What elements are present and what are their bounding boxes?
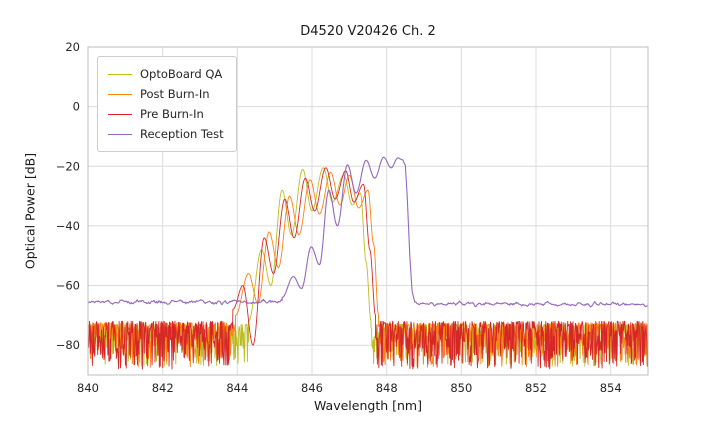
x-tick-label: 850	[450, 381, 472, 395]
x-tick-label: 844	[226, 381, 248, 395]
series-line-reception-test	[88, 156, 648, 308]
x-tick-label: 846	[301, 381, 323, 395]
legend-swatch	[108, 73, 132, 75]
legend-swatch	[108, 133, 132, 135]
legend: OptoBoard QA Post Burn-In Pre Burn-In Recep…	[97, 56, 237, 152]
x-tick-label: 842	[152, 381, 174, 395]
legend-item: Pre Burn-In	[108, 104, 224, 124]
legend-item: Post Burn-In	[108, 84, 224, 104]
legend-swatch	[108, 93, 132, 95]
y-tick-label: −60	[56, 279, 80, 293]
y-tick-label: 20	[65, 40, 80, 54]
y-axis-label: Optical Power [dB]	[22, 152, 38, 270]
y-tick-label: −20	[56, 159, 80, 173]
legend-label: Pre Burn-In	[140, 107, 204, 121]
series-line-pre-burn-in	[88, 167, 648, 370]
legend-item: OptoBoard QA	[108, 64, 224, 84]
plot-frame	[87, 46, 649, 376]
y-tick-label: −80	[56, 338, 80, 352]
x-tick-label: 848	[376, 381, 398, 395]
x-axis-label: Wavelength [nm]	[314, 398, 422, 413]
legend-item: Reception Test	[108, 124, 224, 144]
y-tick-label: −40	[56, 219, 80, 233]
x-tick-label: 852	[525, 381, 547, 395]
x-tick-label: 840	[77, 381, 99, 395]
y-tick-label: 0	[73, 100, 80, 114]
legend-label: OptoBoard QA	[140, 67, 223, 81]
chart-title: D4520 V20426 Ch. 2	[300, 24, 436, 39]
x-tick-label: 854	[600, 381, 622, 395]
legend-label: Post Burn-In	[140, 87, 210, 101]
legend-label: Reception Test	[140, 127, 224, 141]
legend-swatch	[108, 113, 132, 115]
